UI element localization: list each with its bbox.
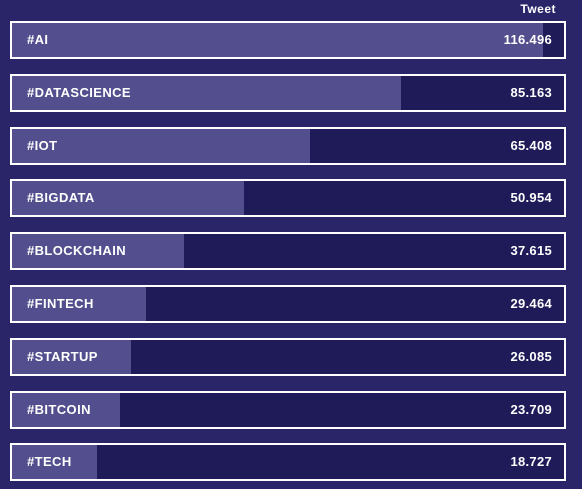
bar-fill (12, 340, 131, 374)
bar-row: #STARTUP 26.085 (10, 338, 566, 376)
bar-category-label: #BITCOIN (27, 402, 91, 417)
bar-row: #BIGDATA 50.954 (10, 179, 566, 217)
bar-fill (12, 23, 544, 57)
bar-row: #IOT 65.408 (10, 127, 566, 165)
bar-fill (12, 129, 311, 163)
bar-value-label: 85.163 (510, 85, 552, 100)
bar-fill (12, 393, 121, 427)
bar-category-label: #BIGDATA (27, 190, 95, 205)
bar-category-label: #DATASCIENCE (27, 85, 131, 100)
bar-row: #BLOCKCHAIN 37.615 (10, 232, 566, 270)
bar-category-label: #STARTUP (27, 349, 98, 364)
bar-category-label: #AI (27, 32, 49, 47)
bar-fill (12, 445, 98, 479)
bar-value-label: 65.408 (510, 138, 552, 153)
bar-value-label: 23.709 (510, 402, 552, 417)
bar-value-label: 18.727 (510, 454, 552, 469)
bar-fill (12, 76, 401, 110)
bar-value-label: 37.615 (510, 243, 552, 258)
bar-category-label: #BLOCKCHAIN (27, 243, 127, 258)
value-column-header: Tweet (520, 2, 556, 16)
bar-row: #BITCOIN 23.709 (10, 391, 566, 429)
bar-row: #DATASCIENCE 85.163 (10, 74, 566, 112)
bar-value-label: 50.954 (510, 190, 552, 205)
bar-category-label: #IOT (27, 138, 58, 153)
bar-row: #AI 116.496 (10, 21, 566, 59)
bar-fill (12, 234, 184, 268)
bar-value-label: 116.496 (503, 32, 552, 47)
bar-value-label: 26.085 (510, 349, 552, 364)
bar-category-label: #FINTECH (27, 296, 94, 311)
bar-fill (12, 181, 245, 215)
bar-value-label: 29.464 (510, 296, 552, 311)
bar-row: #FINTECH 29.464 (10, 285, 566, 323)
bar-fill (12, 287, 147, 321)
bar-category-label: #TECH (27, 454, 72, 469)
bar-row: #TECH 18.727 (10, 443, 566, 481)
